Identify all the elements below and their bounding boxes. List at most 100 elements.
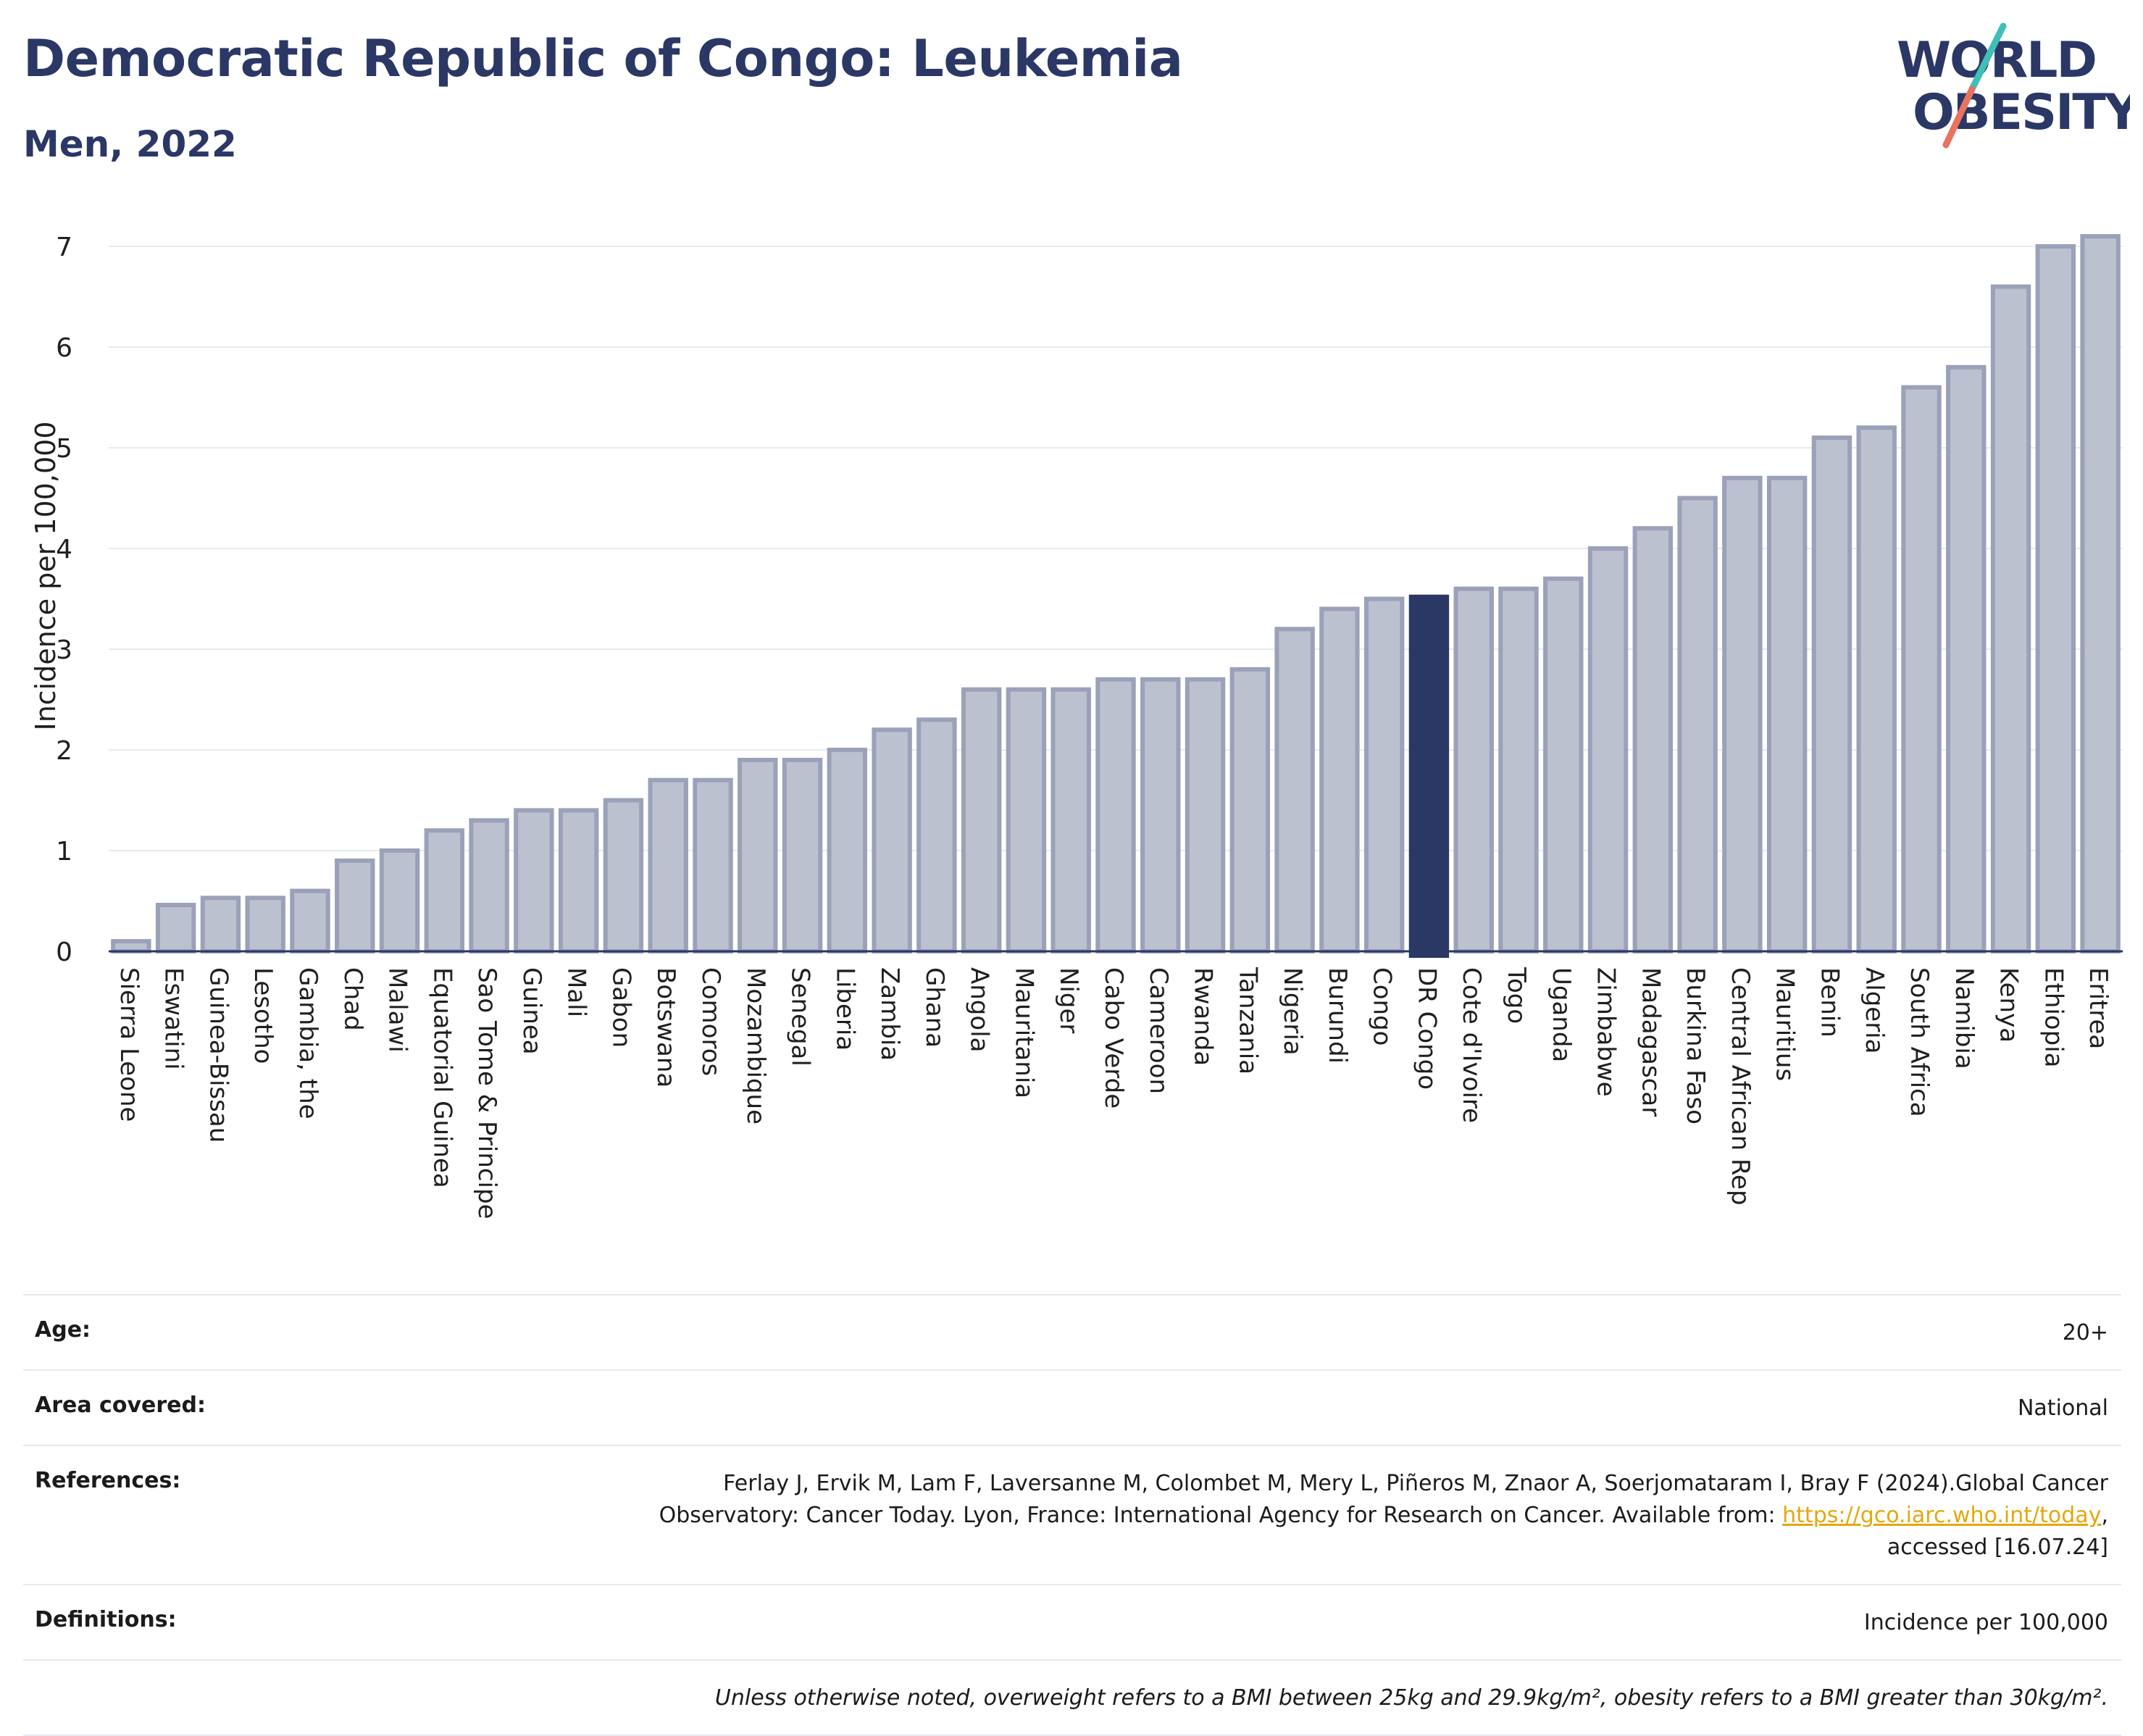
y-tick-label: 4 xyxy=(56,535,72,564)
x-tick-label: Algeria xyxy=(1860,967,1889,1053)
bar-niger[interactable] xyxy=(1050,687,1091,953)
y-axis-ticks: 0 1 2 3 4 5 6 7 xyxy=(56,233,72,967)
x-tick-label: Benin xyxy=(1815,967,1844,1038)
bmi-note: Unless otherwise noted, overweight refer… xyxy=(714,1685,2108,1711)
bar-angola[interactable] xyxy=(961,687,1002,953)
definitions-label: Definitions: xyxy=(35,1607,177,1632)
bar-uganda[interactable] xyxy=(1543,576,1584,953)
bar-gabon[interactable] xyxy=(603,798,644,953)
bar-ghana[interactable] xyxy=(916,717,957,953)
x-tick-label: Comoros xyxy=(696,967,725,1076)
x-tick-label: Lesotho xyxy=(248,967,277,1064)
bar-mozambique[interactable] xyxy=(738,757,778,954)
x-tick-label: DR Congo xyxy=(1412,967,1441,1090)
x-tick-label: Cabo Verde xyxy=(1099,967,1128,1109)
x-tick-label: Malawi xyxy=(383,967,412,1053)
bar-equatorial-guinea[interactable] xyxy=(424,828,465,954)
x-tick-label: Central African Rep xyxy=(1726,967,1755,1206)
bar-rwanda[interactable] xyxy=(1185,677,1226,953)
y-axis-label: Incidence per 100,000 xyxy=(30,421,62,730)
x-tick-label: Sao Tome & Principe xyxy=(472,967,501,1219)
references-link[interactable]: https://gco.iarc.who.int/today xyxy=(1782,1503,2102,1528)
bar-guinea[interactable] xyxy=(514,808,554,954)
bar-malawi[interactable] xyxy=(379,848,420,953)
x-tick-label: Uganda xyxy=(1547,967,1576,1062)
bar-dr-congo[interactable] xyxy=(1408,594,1450,958)
x-tick-label: Gambia, the xyxy=(293,967,322,1119)
bars xyxy=(111,234,2121,958)
x-tick-label: Gabon xyxy=(606,967,635,1048)
age-value: 20+ xyxy=(2062,1320,2108,1345)
x-tick-label: Chad xyxy=(338,967,367,1031)
x-tick-label: Zimbabwe xyxy=(1592,967,1621,1097)
y-tick-label: 1 xyxy=(56,837,72,867)
bar-burundi[interactable] xyxy=(1319,606,1360,954)
info-row-age: Age: 20+ xyxy=(23,1294,2121,1369)
bar-cameroon[interactable] xyxy=(1140,677,1181,953)
x-tick-label: Ethiopia xyxy=(2039,967,2068,1067)
bar-congo[interactable] xyxy=(1363,596,1405,953)
info-row-note: Unless otherwise noted, overweight refer… xyxy=(23,1659,2121,1736)
bar-senegal[interactable] xyxy=(782,757,823,954)
references-text-3: accessed [16.07.24] xyxy=(1887,1535,2108,1560)
x-tick-label: Mali xyxy=(562,967,591,1017)
bar-gambia-the[interactable] xyxy=(290,888,330,953)
bar-liberia[interactable] xyxy=(827,748,868,953)
bar-sierra-leone[interactable] xyxy=(111,939,151,953)
bar-burkina-faso[interactable] xyxy=(1677,496,1718,953)
bar-namibia[interactable] xyxy=(1946,364,1987,954)
x-tick-label: Cameroon xyxy=(1144,967,1173,1094)
bar-zambia[interactable] xyxy=(872,727,912,953)
logo-slash-coral xyxy=(1942,85,1976,149)
age-label: Age: xyxy=(35,1317,91,1343)
bar-benin[interactable] xyxy=(1811,435,1852,954)
y-tick-label: 0 xyxy=(56,938,72,967)
bar-nigeria[interactable] xyxy=(1274,627,1315,953)
area-label: Area covered: xyxy=(35,1393,206,1418)
page-title: Democratic Republic of Congo: Leukemia xyxy=(23,29,1183,88)
x-tick-label: Sierra Leone xyxy=(114,967,143,1122)
x-axis-ticks: Sierra Leone Eswatini Guinea-Bissau Lesotho… xyxy=(114,967,2113,1219)
x-tick-label: Cote d'Ivoire xyxy=(1457,967,1486,1123)
x-tick-label: Eswatini xyxy=(159,967,188,1070)
references-value: Ferlay J, Ervik M, Lam F, Laversanne M, … xyxy=(659,1471,2108,1560)
logo-slash-teal xyxy=(1968,22,2007,93)
bar-togo[interactable] xyxy=(1498,586,1539,953)
bar-ethiopia[interactable] xyxy=(2035,244,2076,953)
bar-comoros[interactable] xyxy=(693,777,733,954)
bar-chart: 0 1 2 3 4 5 6 7 Sierra Leone Eswatini Guinea-Biss… xyxy=(30,233,2123,1219)
bar-south-africa[interactable] xyxy=(1901,385,1942,954)
bar-tanzania[interactable] xyxy=(1229,667,1271,953)
logo-text-obesity: OBESITY xyxy=(1913,84,2130,141)
bar-chad[interactable] xyxy=(335,858,375,954)
info-table: Age: 20+ Area covered: National Referenc… xyxy=(23,1294,2121,1736)
bar-cote-d-ivoire[interactable] xyxy=(1453,586,1494,953)
info-row-area: Area covered: National xyxy=(23,1369,2121,1445)
bar-central-african-rep[interactable] xyxy=(1722,475,1763,953)
bar-kenya[interactable] xyxy=(1990,284,2031,954)
x-tick-label: Botswana xyxy=(651,967,680,1088)
bar-mauritania[interactable] xyxy=(1006,687,1047,953)
bar-zimbabwe[interactable] xyxy=(1587,546,1629,953)
bar-madagascar[interactable] xyxy=(1632,526,1674,953)
bar-eritrea[interactable] xyxy=(2080,234,2121,954)
bar-mali[interactable] xyxy=(558,808,599,954)
x-tick-label: South Africa xyxy=(1905,967,1934,1117)
bar-eswatini[interactable] xyxy=(155,903,196,953)
bar-botswana[interactable] xyxy=(648,777,688,954)
bar-sao-tome-principe[interactable] xyxy=(469,818,509,953)
bar-mauritius[interactable] xyxy=(1766,475,1808,953)
y-tick-label: 7 xyxy=(56,233,72,262)
bar-algeria[interactable] xyxy=(1856,425,1897,953)
x-tick-label: Namibia xyxy=(1950,967,1979,1069)
x-tick-label: Burkina Faso xyxy=(1681,967,1710,1124)
references-text-2: Observatory: Cancer Today. Lyon, France:… xyxy=(659,1503,1776,1528)
x-tick-label: Rwanda xyxy=(1189,967,1218,1066)
bar-guinea-bissau[interactable] xyxy=(200,896,241,954)
bar-lesotho[interactable] xyxy=(245,896,285,954)
x-tick-label: Zambia xyxy=(875,967,904,1061)
x-tick-label: Eritrea xyxy=(2084,967,2113,1049)
bar-cabo-verde[interactable] xyxy=(1095,677,1136,953)
x-tick-label: Guinea-Bissau xyxy=(204,967,233,1143)
x-tick-label: Angola xyxy=(965,967,994,1052)
